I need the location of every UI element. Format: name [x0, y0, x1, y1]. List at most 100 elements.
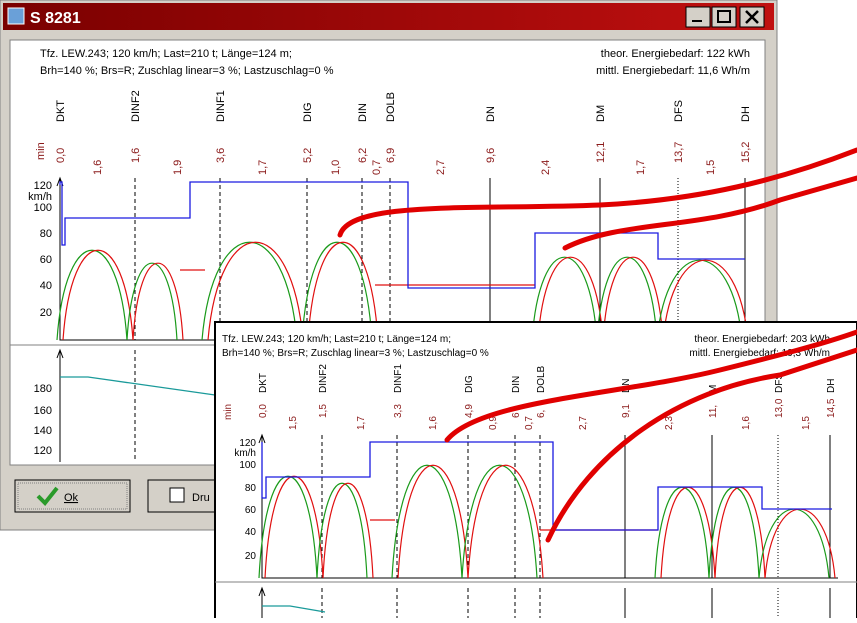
speed-curve [537, 256, 604, 341]
station-label: DH [740, 106, 752, 122]
speed-curve [207, 241, 304, 341]
speed-tick: 80 [40, 228, 52, 240]
station-label: DM [595, 105, 607, 122]
station-time: 11, [708, 405, 719, 418]
lower-tick: 120 [34, 445, 52, 457]
energy-mean: mittl. Energiebedarf: 19,3 Wh/m [689, 348, 830, 359]
station-time: 5,2 [302, 148, 314, 163]
title-bar [3, 3, 774, 30]
energy-total: theor. Energiebedarf: 122 kWh [601, 48, 750, 60]
lower-tick: 160 [34, 405, 52, 417]
station-label: DOLB [536, 365, 547, 393]
speed-curve [602, 256, 664, 341]
station-label: DINF1 [393, 364, 404, 393]
station-time: 1,5 [318, 404, 329, 418]
station-label: DH [826, 379, 837, 393]
speed-tick: 20 [245, 551, 257, 562]
speed-curve [391, 464, 463, 579]
time-unit: min [223, 404, 234, 420]
print-label[interactable]: Dru [192, 492, 210, 504]
station-time: 0,0 [55, 148, 67, 163]
station-label: DINF2 [130, 90, 142, 122]
segment-time: 1,6 [92, 160, 104, 175]
station-time: 3,3 [393, 404, 404, 418]
speed-tick: 40 [40, 280, 52, 292]
header-line: Tfz. LEW.243; 120 km/h; Last=210 t; Läng… [222, 334, 451, 345]
lower-tick: 180 [34, 383, 52, 395]
speed-curve [126, 262, 178, 341]
speed-curve [307, 241, 379, 341]
speed-curve [264, 475, 324, 579]
header-line: Brh=140 %; Brs=R; Zuschlag linear=3 %; L… [40, 65, 334, 77]
segment-time: 1,7 [635, 160, 647, 175]
header-line: Brh=140 %; Brs=R; Zuschlag linear=3 %; L… [222, 348, 489, 359]
station-time: 6,9 [385, 148, 397, 163]
station-time: 13,7 [673, 142, 685, 163]
speed-tick: 60 [245, 505, 257, 516]
station-time: 1,6 [130, 148, 142, 163]
speed-tick: 100 [34, 202, 52, 214]
station-time: 4,9 [464, 404, 475, 418]
speed-curve [62, 249, 134, 341]
speed-unit: km/h [28, 191, 52, 203]
station-time: 14,5 [826, 398, 837, 418]
energy-total: theor. Energiebedarf: 203 kWh [694, 334, 830, 345]
minimize[interactable] [685, 6, 711, 28]
segment-time: 1,7 [356, 416, 367, 430]
speed-curve [258, 475, 318, 579]
speed-curve [397, 464, 469, 579]
station-time: 12,1 [595, 142, 607, 163]
speed-tick: 100 [239, 460, 256, 471]
station-label: DIG [464, 375, 475, 393]
ok-button[interactable]: Ok [14, 479, 131, 513]
speed-curve [132, 262, 184, 341]
speed-curve [531, 256, 598, 341]
segment-time: 1,0 [330, 160, 342, 175]
window-controls[interactable] [685, 6, 765, 28]
segment-time: 0,7 [524, 416, 535, 430]
station-label: DIN [511, 376, 522, 393]
station-label: DFS [774, 373, 785, 393]
header-line: Tfz. LEW.243; 120 km/h; Last=210 t; Läng… [40, 48, 292, 60]
ok-label[interactable]: Ok [64, 492, 79, 504]
station-time: 9,1 [621, 404, 632, 418]
speed-tick: 120 [239, 438, 256, 449]
segment-time: 0,9 [488, 416, 499, 430]
lower-tick: 140 [34, 425, 52, 437]
station-label: M [708, 385, 719, 393]
station-label: DINF1 [215, 90, 227, 122]
segment-time: 1,6 [428, 416, 439, 430]
annotation-strokes [337, 147, 857, 543]
speed-curve [301, 241, 373, 341]
station-time: 0,0 [258, 404, 269, 418]
speed-curve [322, 482, 374, 579]
station-time: 9,6 [485, 148, 497, 163]
station-label: DINF2 [318, 364, 329, 393]
station-label: DIN [357, 103, 369, 122]
station-time: 15,2 [740, 142, 752, 163]
energy-mean: mittl. Energiebedarf: 11,6 Wh/m [596, 65, 750, 77]
speed-curve [56, 249, 128, 341]
speed-tick: 20 [40, 307, 52, 319]
segment-time: 2,7 [435, 160, 447, 175]
app-icon [7, 7, 25, 25]
speed-unit: km/h [234, 448, 256, 459]
station-time: 6, [536, 410, 547, 418]
station-label: DN [485, 106, 497, 122]
speed-curve [662, 259, 749, 341]
station-label: DIG [302, 102, 314, 122]
speed-tick: 80 [245, 483, 257, 494]
station-label: DOLB [385, 92, 397, 122]
speed-curve [596, 256, 658, 341]
segment-time: 2,7 [578, 416, 589, 430]
station-time: 3,6 [215, 148, 227, 163]
segment-time: 0,7 [371, 160, 383, 175]
speed-limit [261, 441, 832, 531]
speed-tick: 60 [40, 254, 52, 266]
station-label: DFS [673, 100, 685, 122]
lower-curve [262, 605, 326, 613]
lower-axis [56, 348, 64, 462]
lower-curve [60, 376, 216, 396]
station-label: DKT [55, 100, 67, 122]
